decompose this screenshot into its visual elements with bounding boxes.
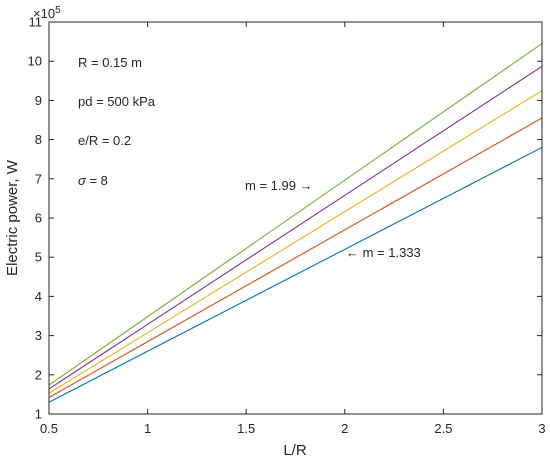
y-exponent-power: 5 <box>55 5 61 16</box>
y-tick-label-6: 6 <box>35 211 42 226</box>
annotation-pressure: pd = 500 kPa <box>78 94 156 109</box>
annotation-radius: R = 0.15 m <box>78 55 142 70</box>
x-axis-label: L/R <box>283 442 307 459</box>
y-tick-label-1: 1 <box>35 407 42 422</box>
y-tick-label-5: 5 <box>35 250 42 265</box>
x-tick-label-2: 1 <box>144 421 151 436</box>
y-tick-label-7: 7 <box>35 171 42 186</box>
x-tick-label-4: 2 <box>341 421 348 436</box>
series-line-2 <box>48 117 543 399</box>
y-tick-label-11: 11 <box>29 15 43 30</box>
series-line-3 <box>48 90 543 394</box>
series-line-4 <box>48 65 543 390</box>
x-tick-label-6: 3 <box>538 421 545 436</box>
annotation-eccentricity: e/R = 0.2 <box>78 133 131 148</box>
annotation-m-high: m = 1.99 → <box>245 178 313 193</box>
plot-area <box>49 22 542 414</box>
annotation-m-low: ← m = 1.333 <box>346 245 421 260</box>
y-exponent-base: ×10 <box>33 6 55 21</box>
y-tick-label-3: 3 <box>35 328 42 343</box>
y-tick-label-10: 10 <box>28 54 42 69</box>
sigma-value: = 8 <box>86 173 108 188</box>
series-line-5 <box>48 43 543 386</box>
x-tick-label-1: 0.5 <box>40 421 58 436</box>
x-tick-label-5: 2.5 <box>434 421 452 436</box>
y-tick-label-9: 9 <box>35 93 42 108</box>
y-tick-label-8: 8 <box>35 132 42 147</box>
x-tick-label-3: 1.5 <box>237 421 255 436</box>
y-tick-label-2: 2 <box>35 367 42 382</box>
sigma-symbol: σ <box>78 173 87 188</box>
series-group <box>48 43 543 403</box>
y-exponent-label: ×105 <box>33 5 61 21</box>
annotation-sigma: σ = 8 <box>78 173 108 188</box>
plot-frame <box>48 21 543 415</box>
series-line-1 <box>48 146 543 403</box>
y-tick-label-4: 4 <box>35 289 42 304</box>
y-axis-label: Electric power, W <box>4 159 21 276</box>
